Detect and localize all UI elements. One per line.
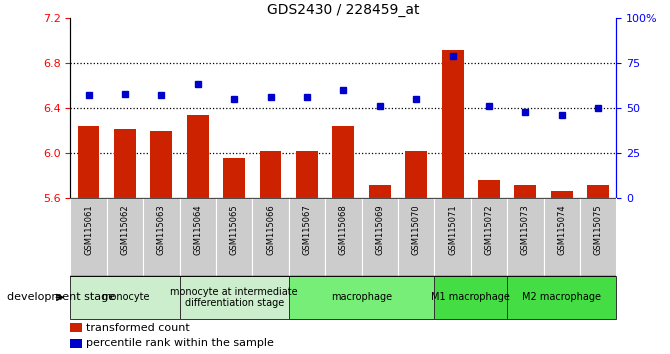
Text: monocyte at intermediate
differentiation stage: monocyte at intermediate differentiation…	[170, 286, 298, 308]
Bar	[507, 276, 616, 319]
Bar	[151, 131, 172, 198]
Bar	[515, 185, 536, 198]
Bar	[442, 50, 464, 198]
Bar	[70, 198, 107, 276]
Text: GSM115073: GSM115073	[521, 205, 530, 255]
Bar	[260, 151, 281, 198]
Text: GSM115068: GSM115068	[339, 205, 348, 255]
Text: GSM115061: GSM115061	[84, 205, 93, 255]
Text: GSM115063: GSM115063	[157, 205, 166, 255]
Text: GSM115075: GSM115075	[594, 205, 603, 255]
Text: GSM115066: GSM115066	[266, 205, 275, 255]
Bar	[551, 192, 573, 198]
Text: GSM115074: GSM115074	[557, 205, 566, 255]
Bar	[180, 276, 289, 319]
Text: GSM115067: GSM115067	[302, 205, 312, 255]
Bar	[434, 276, 507, 319]
Bar	[507, 198, 543, 276]
Bar	[70, 276, 180, 319]
Bar	[398, 198, 434, 276]
Bar	[332, 126, 354, 198]
Text: development stage: development stage	[7, 292, 115, 302]
Text: transformed count: transformed count	[86, 322, 190, 332]
Bar	[296, 151, 318, 198]
Bar	[543, 198, 580, 276]
Bar	[405, 151, 427, 198]
Bar	[143, 198, 180, 276]
Bar	[223, 158, 245, 198]
Text: GSM115064: GSM115064	[193, 205, 202, 255]
Bar	[289, 198, 325, 276]
Bar	[471, 198, 507, 276]
Bar	[588, 185, 609, 198]
Bar	[107, 198, 143, 276]
Text: GSM115070: GSM115070	[411, 205, 421, 255]
Bar	[369, 185, 391, 198]
Bar	[362, 198, 398, 276]
Bar	[78, 126, 99, 198]
Bar	[187, 115, 208, 198]
Text: monocyte: monocyte	[100, 292, 149, 302]
Text: percentile rank within the sample: percentile rank within the sample	[86, 338, 274, 348]
Bar	[434, 198, 471, 276]
Text: M1 macrophage: M1 macrophage	[431, 292, 511, 302]
Text: GSM115065: GSM115065	[230, 205, 239, 255]
Text: GSM115062: GSM115062	[121, 205, 129, 255]
Text: GSM115072: GSM115072	[484, 205, 494, 255]
Bar	[289, 276, 434, 319]
Text: GSM115071: GSM115071	[448, 205, 457, 255]
Text: macrophage: macrophage	[331, 292, 392, 302]
Bar	[114, 130, 136, 198]
Bar	[70, 323, 82, 332]
Bar	[253, 198, 289, 276]
Text: M2 macrophage: M2 macrophage	[523, 292, 601, 302]
Bar	[70, 339, 82, 348]
Bar	[180, 198, 216, 276]
Bar	[216, 198, 253, 276]
Bar	[580, 198, 616, 276]
Bar	[478, 180, 500, 198]
Title: GDS2430 / 228459_at: GDS2430 / 228459_at	[267, 3, 419, 17]
Bar	[325, 198, 362, 276]
Text: GSM115069: GSM115069	[375, 205, 385, 255]
